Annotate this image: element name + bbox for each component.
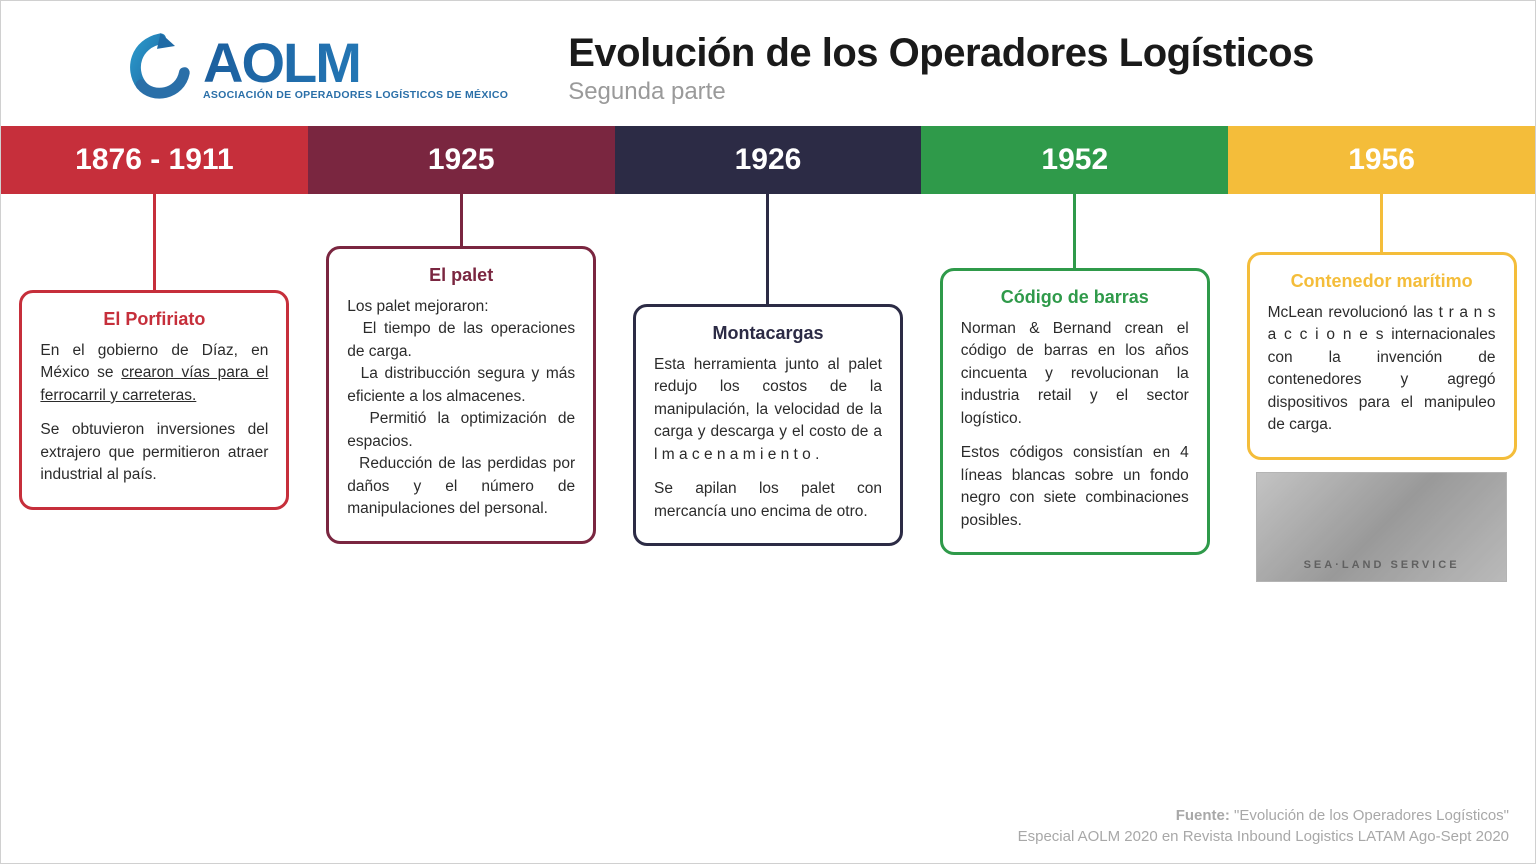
timeline-year-cell: 1925 bbox=[308, 126, 615, 194]
card-title: Montacargas bbox=[654, 323, 882, 344]
footer-line1: "Evolución de los Operadores Logísticos" bbox=[1234, 807, 1509, 824]
timeline-year-cell: 1926 bbox=[615, 126, 922, 194]
timeline-column: Contenedor marítimo McLean revolucionó la… bbox=[1228, 194, 1535, 582]
timeline-year-cell: 1956 bbox=[1228, 126, 1535, 194]
connector-line bbox=[1380, 194, 1383, 252]
card-title: Código de barras bbox=[961, 287, 1189, 308]
timeline-year-cell: 1876 - 1911 bbox=[1, 126, 308, 194]
timeline-column: Montacargas Esta herramienta junto al pal… bbox=[615, 194, 922, 582]
header: AOLM ASOCIACIÓN DE OPERADORES LOGÍSTICOS… bbox=[1, 1, 1535, 126]
connector-line bbox=[766, 194, 769, 304]
timeline-card: El palet Los palet mejoraron: El tiempo d… bbox=[326, 246, 596, 544]
timeline-cards-row: El Porfiriato En el gobierno de Díaz, en … bbox=[1, 194, 1535, 582]
timeline-column: El palet Los palet mejoraron: El tiempo d… bbox=[308, 194, 615, 582]
logo: AOLM ASOCIACIÓN DE OPERADORES LOGÍSTICOS… bbox=[121, 33, 508, 105]
logo-mark-icon bbox=[121, 33, 193, 105]
timeline-card: Montacargas Esta herramienta junto al pal… bbox=[633, 304, 903, 546]
logo-text-block: AOLM ASOCIACIÓN DE OPERADORES LOGÍSTICOS… bbox=[203, 36, 508, 101]
timeline-column: El Porfiriato En el gobierno de Díaz, en … bbox=[1, 194, 308, 582]
card-title: El palet bbox=[347, 265, 575, 286]
connector-line bbox=[153, 194, 156, 290]
card-body: En el gobierno de Díaz, en México se cre… bbox=[40, 340, 268, 487]
logo-acronym: AOLM bbox=[203, 36, 508, 89]
timeline-card: Contenedor marítimo McLean revolucionó la… bbox=[1247, 252, 1517, 460]
timeline-year-cell: 1952 bbox=[921, 126, 1228, 194]
card-body: Norman & Bernand crean el código de barr… bbox=[961, 318, 1189, 532]
page-title: Evolución de los Operadores Logísticos bbox=[568, 31, 1415, 76]
connector-line bbox=[460, 194, 463, 246]
timeline-card: El Porfiriato En el gobierno de Díaz, en … bbox=[19, 290, 289, 510]
card-title: Contenedor marítimo bbox=[1268, 271, 1496, 292]
card-body: Esta herramienta junto al palet redujo l… bbox=[654, 354, 882, 523]
timeline-year-bar: 1876 - 19111925192619521956 bbox=[1, 126, 1535, 194]
timeline-column: Código de barras Norman & Bernand crean e… bbox=[921, 194, 1228, 582]
connector-line bbox=[1073, 194, 1076, 268]
page-subtitle: Segunda parte bbox=[568, 78, 1415, 106]
footer-label: Fuente: bbox=[1176, 807, 1234, 824]
footer-line2: Especial AOLM 2020 en Revista Inbound Lo… bbox=[1018, 826, 1509, 847]
card-body: Los palet mejoraron: El tiempo de las op… bbox=[347, 296, 575, 521]
card-title: El Porfiriato bbox=[40, 309, 268, 330]
card-body: McLean revolucionó las t r a n s a c c i… bbox=[1268, 302, 1496, 437]
container-photo bbox=[1256, 472, 1508, 582]
title-block: Evolución de los Operadores Logísticos S… bbox=[568, 31, 1415, 106]
timeline-card: Código de barras Norman & Bernand crean e… bbox=[940, 268, 1210, 555]
footer-citation: Fuente: "Evolución de los Operadores Log… bbox=[1018, 805, 1509, 847]
logo-tagline: ASOCIACIÓN DE OPERADORES LOGÍSTICOS DE M… bbox=[203, 89, 508, 101]
